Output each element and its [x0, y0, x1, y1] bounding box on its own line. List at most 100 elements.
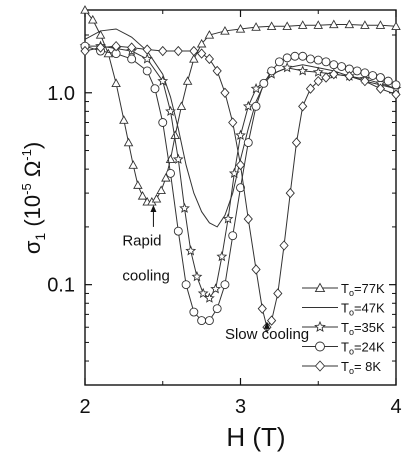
data-point: [266, 315, 277, 326]
data-point: [267, 66, 277, 76]
data-point: [391, 80, 401, 90]
data-point: [95, 30, 106, 39]
data-point: [151, 193, 162, 203]
data-point: [312, 66, 324, 77]
data-point: [251, 264, 261, 275]
data-point: [119, 115, 129, 124]
data-point: [352, 66, 362, 76]
x-tick-label: 2: [79, 396, 90, 418]
data-point: [157, 75, 169, 86]
data-point: [298, 51, 308, 61]
data-point: [243, 213, 253, 225]
data-point: [204, 316, 214, 326]
annotation-layer: Rapid cooling Slow cooling: [122, 205, 309, 343]
data-point: [179, 202, 190, 213]
data-point: [273, 288, 283, 299]
data-point: [242, 100, 254, 111]
data-point: [212, 304, 222, 314]
data-point: [313, 55, 323, 65]
series-star: [79, 40, 402, 303]
data-point: [173, 226, 183, 236]
axis-ticks: 2 3 4 0.1 1.0: [47, 10, 402, 418]
data-point: [173, 45, 183, 57]
legend-label: To=47K: [341, 301, 385, 318]
data-point: [297, 65, 309, 76]
data-point: [251, 101, 261, 111]
data-point: [111, 40, 121, 52]
y-tick-label: 1.0: [47, 83, 75, 105]
data-point: [285, 187, 295, 199]
data-point: [204, 292, 215, 303]
data-point: [176, 101, 187, 110]
legend-item: To=77K: [302, 281, 385, 298]
data-point: [235, 24, 246, 33]
data-point: [142, 44, 152, 55]
data-point: [375, 20, 386, 29]
data-point: [281, 62, 293, 73]
data-point: [204, 53, 215, 65]
data-point: [156, 185, 166, 195]
legend-marker: [315, 341, 325, 352]
annotation-text: Rapid: [122, 232, 161, 249]
data-point: [235, 159, 246, 171]
data-point: [172, 153, 184, 164]
data-point: [127, 42, 137, 53]
data-point: [197, 316, 207, 326]
y-tick-label: 0.1: [47, 275, 75, 297]
data-point: [259, 78, 269, 88]
legend-item: To=35K: [302, 320, 385, 337]
data-point: [182, 76, 193, 85]
legend-marker: [314, 282, 326, 293]
x-axis-title: H (T): [226, 422, 285, 452]
data-point: [220, 280, 230, 290]
data-point: [344, 19, 355, 29]
legend-label: To=77K: [341, 281, 385, 298]
data-point: [368, 71, 378, 80]
series-line: [84, 28, 397, 228]
data-point: [220, 26, 230, 35]
data-point: [191, 271, 203, 282]
data-point: [128, 160, 138, 169]
data-point: [80, 5, 90, 14]
data-point: [189, 54, 199, 63]
series-circle: [80, 41, 401, 326]
data-point: [123, 137, 134, 147]
data-point: [235, 129, 246, 140]
data-point: [329, 60, 339, 70]
y-title-sub: 1: [32, 233, 48, 241]
y-title-sup1: -5: [19, 183, 34, 195]
x-tick-label: 4: [390, 396, 401, 418]
data-point: [197, 287, 209, 299]
data-point: [321, 72, 331, 83]
data-point: [279, 240, 289, 251]
legend-item: To=47K: [302, 301, 385, 318]
data-point: [236, 183, 245, 193]
series-line: [84, 28, 397, 228]
x-tick-label: 3: [235, 396, 246, 418]
data-point: [196, 38, 207, 48]
legend-label: To= 8K: [341, 359, 381, 376]
data-point: [305, 83, 316, 94]
data-point: [220, 87, 230, 98]
data-point: [274, 57, 284, 67]
annotation-text: cooling: [122, 268, 170, 285]
y-title-main: σ: [20, 240, 45, 254]
data-point: [337, 62, 347, 71]
data-point: [290, 51, 300, 61]
data-point: [306, 54, 315, 64]
data-point: [313, 75, 323, 87]
data-point: [297, 20, 308, 29]
data-point: [88, 14, 98, 24]
data-point: [360, 68, 370, 78]
data-point: [137, 191, 148, 200]
data-point: [189, 307, 199, 317]
data-point: [185, 245, 197, 256]
data-point: [266, 21, 277, 30]
data-point: [161, 172, 171, 182]
data-point: [222, 213, 234, 224]
data-point: [391, 89, 401, 100]
data-point: [133, 180, 143, 189]
data-point: [228, 231, 238, 241]
series-triangle: [80, 5, 401, 206]
